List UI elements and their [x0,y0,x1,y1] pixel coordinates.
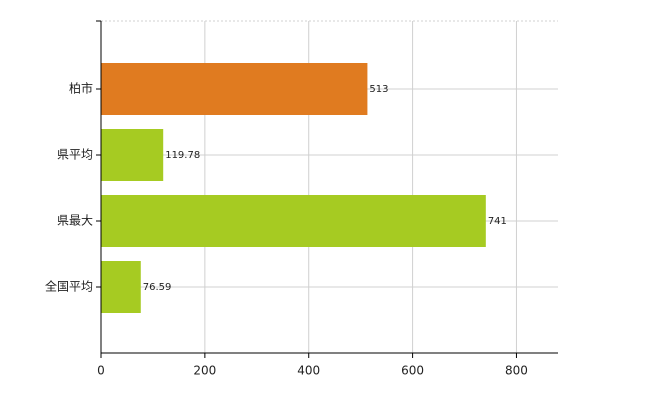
y-tick-label: 県平均 [57,148,93,162]
x-tick-label: 0 [97,364,105,378]
value-label: 513 [369,84,388,95]
x-tick-label: 800 [505,364,528,378]
bar [101,63,368,115]
bar [101,195,486,247]
bar [101,129,164,181]
value-label: 119.78 [165,150,200,161]
y-tick-label: 県最大 [57,214,93,228]
x-tick-label: 600 [401,364,424,378]
x-tick-label: 200 [193,364,216,378]
y-tick-label: 全国平均 [45,279,93,294]
value-label: 76.59 [143,282,172,293]
x-tick-label: 400 [297,364,320,378]
y-tick-label: 柏市 [69,81,93,96]
bar [101,261,141,313]
value-label: 741 [488,216,507,227]
